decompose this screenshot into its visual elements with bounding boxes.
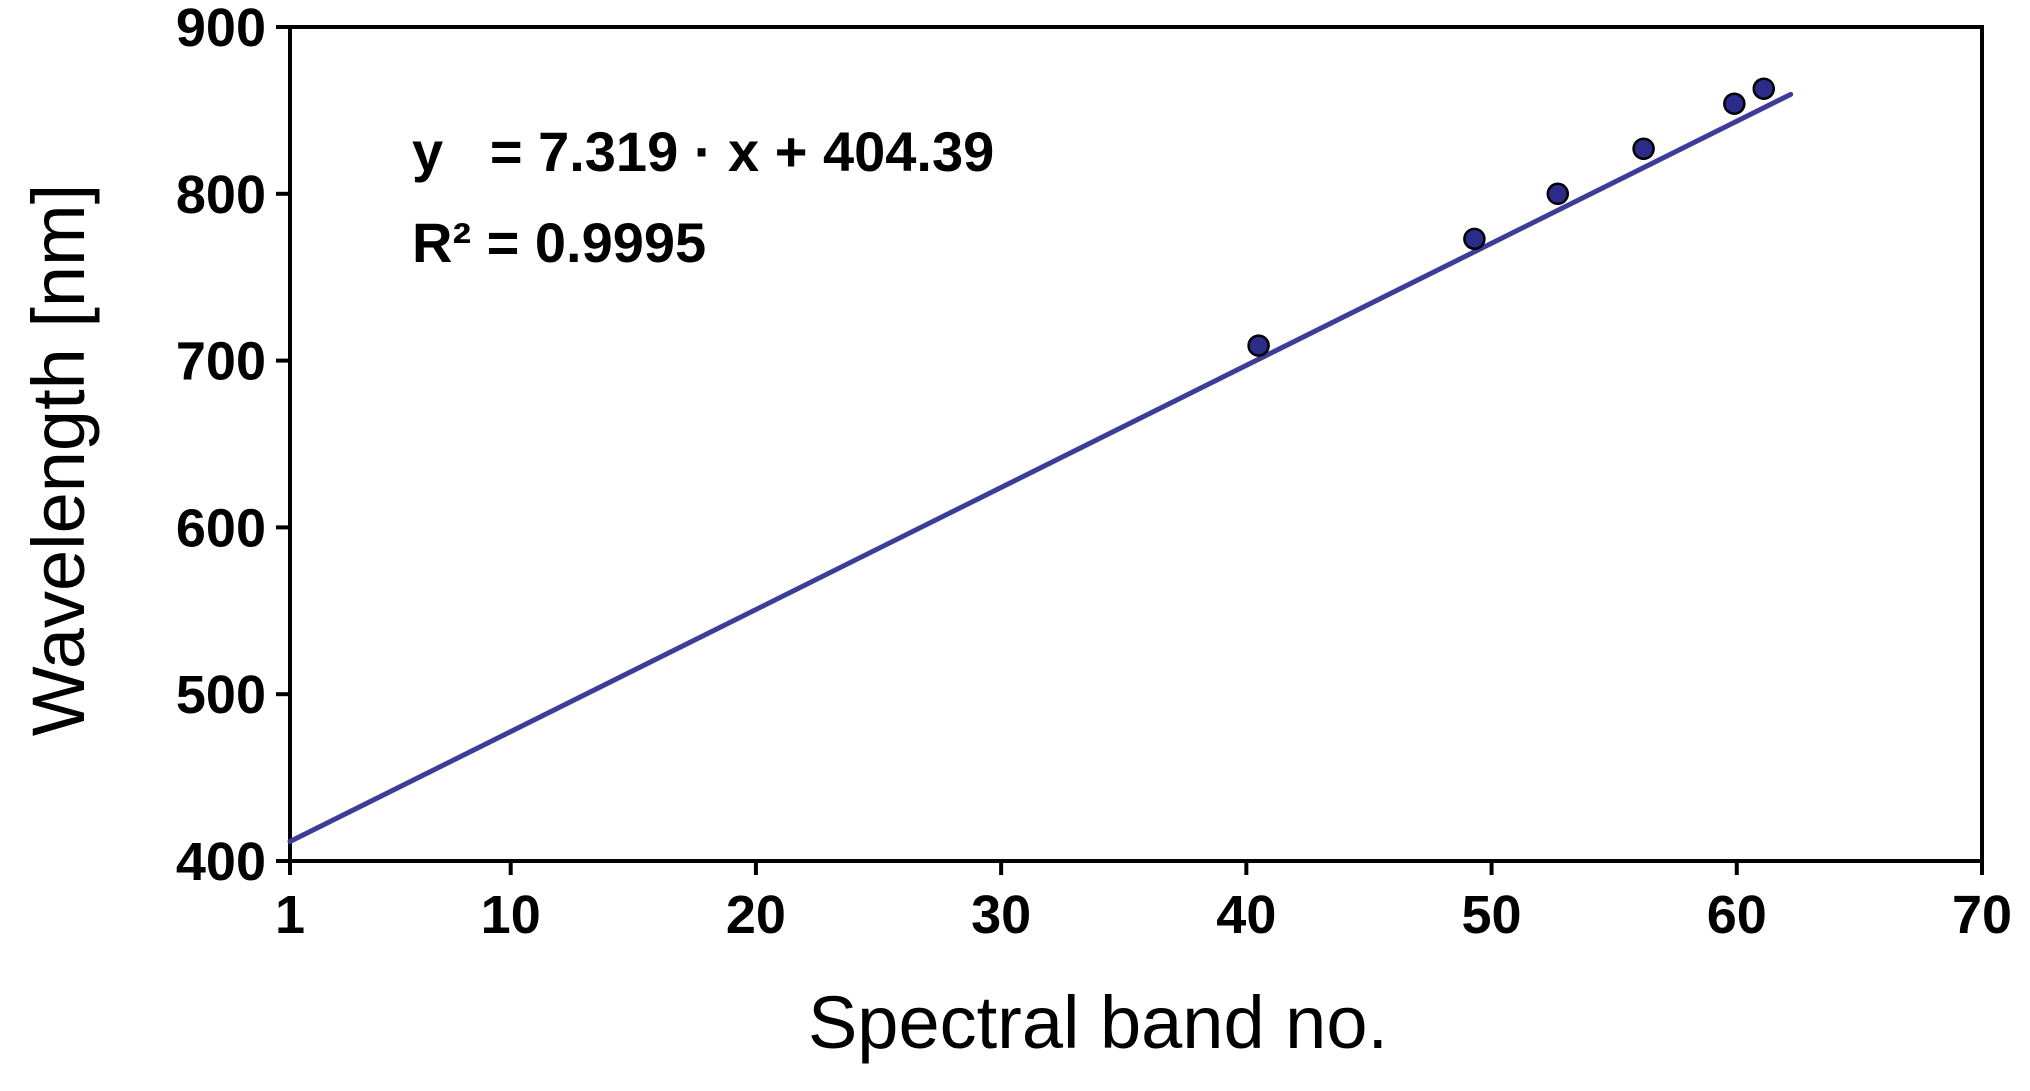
y-tick-label: 500 <box>176 665 266 725</box>
x-tick-label: 20 <box>726 885 786 945</box>
y-tick-label: 700 <box>176 332 266 392</box>
data-points <box>1247 77 1776 357</box>
fit-line-layer <box>287 91 1794 844</box>
data-point <box>1752 77 1776 100</box>
data-point <box>1247 334 1270 357</box>
x-tick-label: 1 <box>275 885 305 945</box>
x-tick-label: 60 <box>1707 885 1767 945</box>
data-point <box>1723 92 1746 115</box>
fit-equation-text: y = 7.319 · x + 404.39 <box>412 120 994 183</box>
r-squared-text: R² = 0.9995 <box>412 211 706 274</box>
x-axis-title: Spectral band no. <box>808 981 1388 1064</box>
x-tick-label: 30 <box>971 885 1031 945</box>
data-point <box>1546 182 1570 206</box>
data-point <box>1463 227 1486 251</box>
y-axis-title: Wavelength [nm] <box>17 184 100 737</box>
data-point <box>1632 137 1655 161</box>
y-tick-label: 600 <box>176 498 266 558</box>
x-tick-label: 40 <box>1216 885 1276 945</box>
x-tick-label: 50 <box>1462 885 1522 945</box>
y-tick-label: 800 <box>176 165 266 225</box>
y-tick-label: 900 <box>176 0 266 58</box>
x-axis-ticks: 1 10 20 30 40 50 60 70 <box>275 861 2012 945</box>
y-tick-label: 400 <box>176 832 266 892</box>
x-tick-label: 10 <box>481 885 541 945</box>
y-axis-ticks: 400 500 600 700 800 900 <box>176 0 290 892</box>
x-tick-label: 70 <box>1952 885 2012 945</box>
regression-line <box>287 91 1794 844</box>
plot-frame <box>288 25 1984 863</box>
